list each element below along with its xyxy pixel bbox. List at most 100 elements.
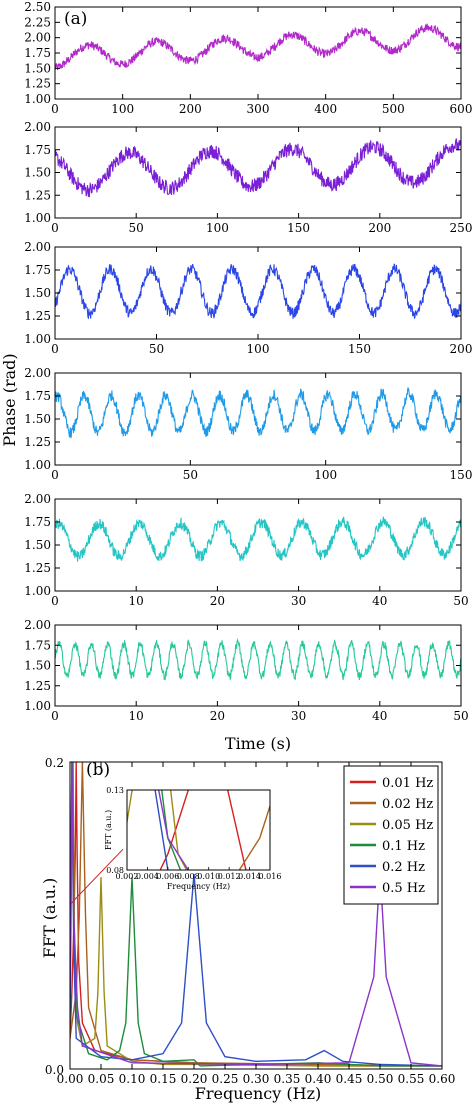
x-tick-label: 200 [368,221,391,235]
phase-subplot-6: 1.00 1.25 1.50 1.75 2.00 0 10 20 30 40 50 [24,618,468,723]
time-axis-label: Time (s) [225,734,291,753]
x-tick-label: 150 [450,468,473,482]
subplot-frame [54,624,462,707]
x-tick-label: 150 [348,342,371,356]
legend-item: 0.1 Hz [350,839,425,854]
x-tick-label: 40 [372,594,387,608]
inset-x-tick-label: 0.002 [116,872,139,881]
y-tick-label: 1.75 [24,143,51,157]
y-tick-label: 1.75 [24,389,51,403]
fft-plot: 0.00 0.05 0.10 0.15 0.20 0.25 0.30 0.35 0.40 0.45… [45,756,455,1086]
inset-x-tick-label: 0.014 [238,872,261,881]
legend-box [343,765,439,905]
y-tick-label: 1.50 [24,286,51,300]
phase-subplots: 1.001.251.501.752.002.252.500 100 200 300 40… [24,0,472,723]
x-tick-label: 20 [210,594,225,608]
x-tick-label: 400 [314,102,337,116]
x-tick-label: 0 [51,594,59,608]
x-tick-label: 150 [287,221,310,235]
phase-signal-line [55,138,461,198]
x-tick-label: 100 [314,468,337,482]
y-tick-label: 1.75 [24,638,51,652]
x-tick-label: 600 [450,102,473,116]
x-tick-label: 0.60 [429,1072,456,1086]
subplot-frame [54,372,462,466]
inset-series-line [159,790,247,870]
x-tick-label: 0.40 [305,1072,332,1086]
x-tick-label: 100 [247,342,270,356]
y-tick-label: 2.00 [24,31,51,45]
legend-item: 0.2 Hz [350,860,425,875]
inset-y-axis-label: FFT (a.u.) [104,810,113,850]
legend-label: 0.1 Hz [382,839,425,854]
inset-series-line [238,803,270,870]
legend-label: 0.05 Hz [382,818,433,833]
inset-series-line [154,790,169,870]
y-tick-label: 2.00 [24,366,51,380]
x-tick-label: 50 [453,709,468,723]
x-tick-label: 250 [450,221,473,235]
phase-axis-label: Phase (rad) [0,353,19,446]
fft-inset: 0.0020.0040.0060.0080.0100.0120.0140.016… [70,786,281,904]
x-tick-label: 0.35 [274,1072,301,1086]
y-tick-label: 1.75 [24,263,51,277]
x-tick-label: 50 [453,594,468,608]
y-tick-label: 1.00 [24,332,51,346]
fft-legend: 0.01 Hz 0.02 Hz 0.05 Hz 0.1 Hz 0.2 Hz 0.5 Hz [343,765,439,905]
x-tick-label: 200 [450,342,473,356]
y-tick-label: 0.2 [45,756,64,770]
phase-signal-line [55,516,461,562]
panel-a-time-series: 1.001.251.501.752.002.252.500 100 200 300 40… [0,0,472,753]
fft-axis-label: FFT (a.u.) [40,878,59,958]
frequency-axis-label: Frequency (Hz) [195,1084,322,1103]
phase-signal-line [55,263,461,320]
x-tick-label: 0.55 [398,1072,425,1086]
x-tick-label: 10 [129,594,144,608]
y-tick-label: 2.50 [24,0,51,14]
inset-pointer-line [70,848,124,904]
x-tick-label: 0 [51,709,59,723]
y-tick-label: 1.25 [24,309,51,323]
legend-item: 0.05 Hz [350,818,433,833]
phase-subplot-4: 1.00 1.25 1.50 1.75 2.00 0 50 100 150 [24,366,472,482]
subplot-frame [54,498,462,592]
y-tick-label: 1.75 [24,515,51,529]
legend-item: 0.5 Hz [350,881,425,896]
inset-y-tick-label: 0.13 [106,786,124,795]
y-tick-label: 1.25 [24,188,51,202]
x-tick-label: 20 [210,709,225,723]
legend-item: 0.02 Hz [350,797,433,812]
panel-a-label: (a) [64,9,87,29]
legend-label: 0.02 Hz [382,797,433,812]
y-tick-label: 2.00 [24,120,51,134]
panel-b-label: (b) [86,760,110,780]
x-tick-label: 50 [149,342,164,356]
phase-subplot-1: 1.001.25 1.501.752.00 2.252.50 0 100 200 300 40… [24,0,472,116]
y-tick-label: 1.50 [24,61,51,75]
y-tick-label: 1.75 [24,46,51,60]
y-tick-label: 2.00 [24,240,51,254]
x-tick-label: 0.25 [212,1072,239,1086]
inset-x-tick-label: 0.006 [156,872,179,881]
x-tick-label: 200 [179,102,202,116]
inset-series-line [157,790,190,870]
y-tick-label: 1.50 [24,166,51,180]
x-tick-label: 30 [291,709,306,723]
y-tick-label: 1.00 [24,584,51,598]
y-tick-label: 2.25 [24,15,51,29]
fft-series-0-02-hz [70,762,442,1067]
subplot-frame [54,6,462,100]
phase-signal-line [55,638,461,681]
x-tick-label: 0.45 [336,1072,363,1086]
inset-y-tick-label: 0.08 [106,866,124,875]
y-tick-label: 1.00 [24,699,51,713]
x-tick-label: 50 [183,468,198,482]
y-tick-label: 1.50 [24,659,51,673]
inset-x-tick-label: 0.010 [197,872,220,881]
x-tick-label: 0 [51,102,59,116]
y-tick-label: 1.25 [24,77,51,91]
y-tick-label: 1.25 [24,435,51,449]
x-tick-label: 0.15 [150,1072,177,1086]
inset-x-tick-label: 0.012 [218,872,241,881]
phase-subplot-5: 1.00 1.25 1.50 1.75 2.00 0 10 20 30 40 50 [24,492,468,608]
